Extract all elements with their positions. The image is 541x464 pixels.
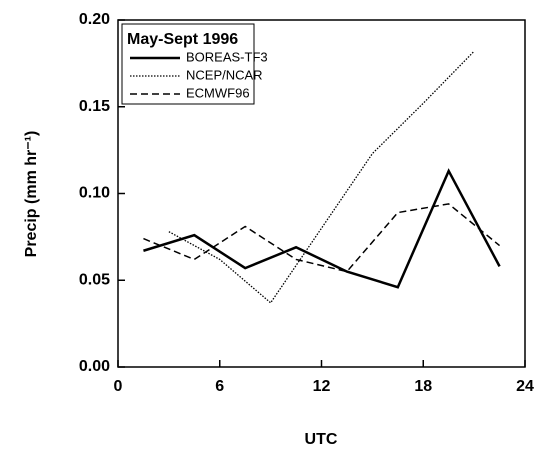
legend-label: NCEP/NCAR: [186, 67, 263, 82]
y-tick-label: 0.20: [79, 11, 110, 28]
x-axis-label: UTC: [305, 431, 338, 448]
y-tick-label: 0.15: [79, 98, 110, 115]
x-tick-label: 24: [516, 378, 534, 395]
legend-label: ECMWF96: [186, 85, 250, 100]
y-tick-label: 0.05: [79, 271, 110, 288]
series-line: [143, 168, 501, 289]
x-tick-label: 0: [114, 378, 123, 395]
x-tick-label: 12: [313, 378, 331, 395]
x-tick-label: 6: [215, 378, 224, 395]
legend-title: May-Sept 1996: [127, 31, 238, 48]
legend-label: BOREAS-TF3: [186, 49, 268, 64]
series-line: [168, 50, 475, 304]
series-line: [143, 203, 501, 273]
x-tick-label: 18: [414, 378, 432, 395]
y-tick-label: 0.00: [79, 358, 110, 375]
y-tick-label: 0.10: [79, 185, 110, 202]
y-axis-label: Precip (mm hr⁻¹): [23, 131, 40, 258]
legend-box: [121, 23, 255, 105]
